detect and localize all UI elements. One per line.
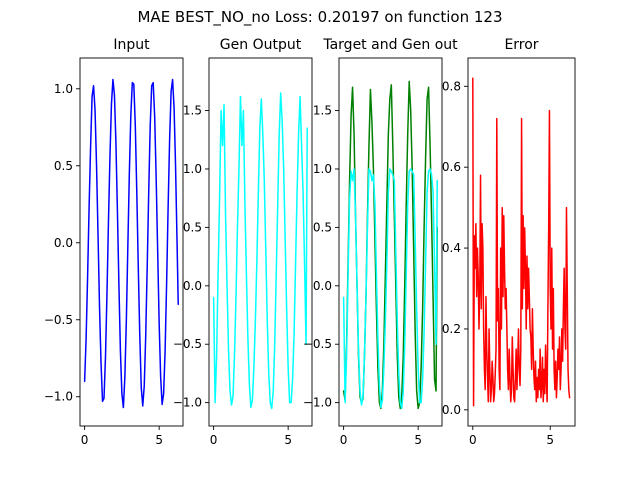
subplot-1-title: Input bbox=[113, 37, 150, 53]
subplot-1-series-1-line bbox=[83, 78, 179, 409]
subplot-1-frame bbox=[79, 57, 184, 427]
subplot-1-ytick-label: −0.5 bbox=[44, 313, 73, 327]
subplot-2-series-1-line bbox=[212, 92, 308, 410]
subplot-3-ytick-label: 0.5 bbox=[313, 220, 332, 234]
subplot-4-ytick-label: 0.2 bbox=[442, 322, 461, 336]
subplot-2-ytick-label: 1.5 bbox=[183, 104, 202, 118]
subplot-1-ytick-label: 0.5 bbox=[54, 159, 73, 173]
subplot-3-frame bbox=[338, 57, 443, 427]
subplot-1-ytick-label: −1.0 bbox=[44, 390, 73, 404]
subplot-1-ytick-label: 1.0 bbox=[54, 82, 73, 96]
subplot-3-ytick-label: −0.5 bbox=[303, 337, 332, 351]
subplot-2-xtick-label: 0 bbox=[210, 433, 218, 447]
subplot-1-xtick-label: 5 bbox=[155, 433, 163, 447]
subplot-3-xtick-label: 5 bbox=[414, 433, 422, 447]
subplot-4-title: Error bbox=[504, 37, 538, 53]
subplot-3-title: Target and Gen out bbox=[322, 37, 458, 53]
subplot-2-xtick-label: 5 bbox=[284, 433, 292, 447]
subplot-3-ytick-label: 1.5 bbox=[313, 104, 332, 118]
subplot-4-ytick-label: 0.8 bbox=[442, 79, 461, 93]
subplot-2-ytick-label: −0.5 bbox=[173, 337, 202, 351]
subplot-2-ytick-label: 0.5 bbox=[183, 220, 202, 234]
subplot-3-series-2-line bbox=[342, 168, 438, 410]
subplot-3-xtick-label: 0 bbox=[340, 433, 348, 447]
subplot-1-ytick-label: 0.0 bbox=[54, 236, 73, 250]
subplot-1: −1.0 −0.5 0.0 0.5 1.0 0 5 Input bbox=[44, 37, 184, 447]
subplots: −1.0 −0.5 0.0 0.5 1.0 0 5 Input −1.0 −0.5 0.0 0.5 1.… bbox=[44, 37, 576, 447]
subplot-3: −1.0 −0.5 0.0 0.5 1.0 1.5 0 5 Target and Gen out bbox=[303, 37, 458, 447]
subplot-2-ytick-label: 0.0 bbox=[183, 279, 202, 293]
subplot-4-xtick-label: 0 bbox=[469, 433, 477, 447]
figure-title: MAE BEST_NO_no Loss: 0.20197 on function… bbox=[137, 8, 502, 27]
subplot-3-ytick-label: 0.0 bbox=[313, 279, 332, 293]
subplot-3-ytick-label: 1.0 bbox=[313, 162, 332, 176]
subplot-2: −1.0 −0.5 0.0 0.5 1.0 1.5 0 5 Gen Output bbox=[173, 37, 313, 447]
subplot-2-title: Gen Output bbox=[220, 37, 302, 53]
subplot-4-xtick-label: 5 bbox=[546, 433, 554, 447]
subplot-2-frame bbox=[208, 57, 313, 427]
subplot-4-ytick-label: 0.0 bbox=[442, 403, 461, 417]
subplot-4-ytick-label: 0.4 bbox=[442, 241, 461, 255]
subplot-2-ytick-label: 1.0 bbox=[183, 162, 202, 176]
subplot-4: 0.0 0.2 0.4 0.6 0.8 0 5 Error bbox=[442, 37, 576, 447]
subplot-4-ytick-label: 0.6 bbox=[442, 160, 461, 174]
subplot-2-ytick-label: −1.0 bbox=[173, 396, 202, 410]
subplot-3-ytick-label: −1.0 bbox=[303, 396, 332, 410]
subplot-4-frame bbox=[467, 57, 576, 427]
subplot-4-series-1-line bbox=[472, 77, 571, 407]
subplot-1-xtick-label: 0 bbox=[81, 433, 89, 447]
